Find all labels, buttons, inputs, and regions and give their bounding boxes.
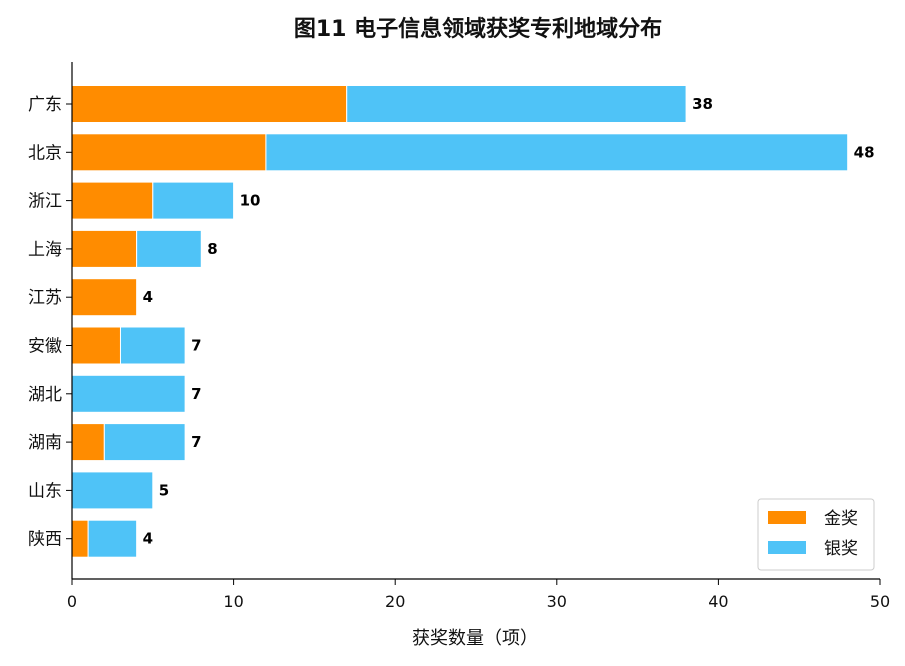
x-tick-label-4: 40 [708, 592, 728, 611]
category-label-3: 上海 [28, 240, 62, 260]
bar-silver-0 [346, 85, 687, 123]
bar-silver-3 [136, 229, 202, 268]
bar-silver-2 [152, 181, 235, 220]
bar-silver-8 [71, 471, 154, 510]
legend-label-1: 银奖 [824, 539, 858, 559]
category-label-6: 湖北 [28, 385, 62, 405]
x-tick-label-1: 10 [223, 592, 243, 611]
bar-silver-5 [119, 326, 186, 365]
x-tick-label-0: 0 [67, 592, 77, 611]
total-label-0: 38 [692, 95, 713, 113]
chart-title: 图11 电子信息领域获奖专利地域分布 [294, 16, 662, 42]
bar-gold-7 [71, 423, 105, 462]
total-label-1: 48 [854, 143, 875, 161]
total-label-3: 8 [207, 240, 217, 258]
legend-swatch-1 [768, 541, 806, 554]
category-label-7: 湖南 [28, 433, 62, 453]
x-tick-label-5: 50 [870, 592, 890, 611]
bar-gold-5 [71, 326, 121, 365]
bars-group: 38 48 10 8 4 7 7 7 5 4 [71, 85, 875, 558]
total-label-2: 10 [240, 192, 261, 210]
total-label-5: 7 [191, 337, 201, 355]
category-label-8: 山东 [28, 481, 62, 501]
bar-silver-1 [265, 133, 849, 172]
category-label-4: 江苏 [28, 288, 62, 308]
category-label-5: 安徽 [28, 337, 62, 357]
total-label-4: 4 [143, 288, 153, 306]
x-tick-label-3: 30 [547, 592, 567, 611]
category-label-0: 广东 [28, 95, 62, 115]
category-label-9: 陕西 [28, 530, 62, 550]
bar-silver-7 [103, 423, 186, 462]
category-label-2: 浙江 [28, 192, 62, 212]
bar-silver-9 [87, 519, 138, 558]
bar-gold-3 [71, 229, 138, 268]
total-label-8: 5 [159, 481, 169, 499]
total-label-7: 7 [191, 433, 201, 451]
category-label-1: 北京 [28, 143, 62, 163]
bar-gold-1 [71, 133, 267, 172]
total-label-9: 4 [143, 530, 153, 548]
legend-swatch-0 [768, 511, 806, 524]
total-label-6: 7 [191, 385, 201, 403]
bar-gold-4 [71, 278, 138, 317]
bar-gold-0 [71, 85, 348, 123]
bar-gold-9 [71, 519, 89, 558]
bar-silver-6 [71, 374, 186, 413]
x-tick-label-2: 20 [385, 592, 405, 611]
legend-label-0: 金奖 [824, 509, 858, 529]
bar-gold-2 [71, 181, 154, 220]
x-axis-label: 获奖数量（项） [412, 628, 538, 649]
